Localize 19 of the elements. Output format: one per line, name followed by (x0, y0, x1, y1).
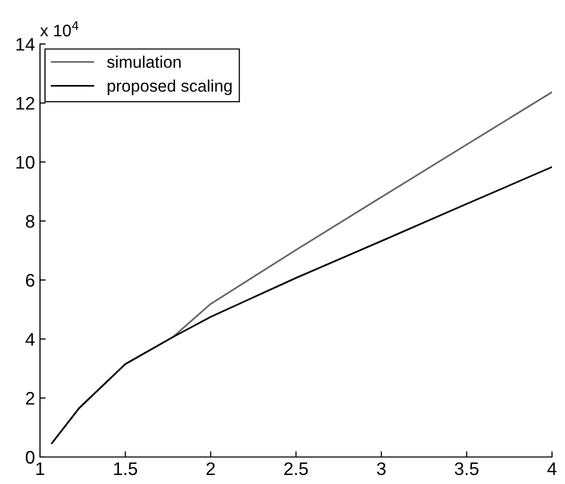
y-tick-label: 2 (26, 392, 34, 405)
y-tick-label: 8 (26, 214, 34, 228)
x-tick-label: 2.5 (284, 462, 308, 476)
y-tick-label: 10 (16, 156, 34, 169)
y-tick-label: 12 (16, 96, 34, 110)
x-tick-label: 1 (36, 462, 44, 475)
y-tick-label: 0 (26, 450, 34, 464)
y-tick-label: 14 (16, 38, 35, 51)
x-tick-label: 3 (377, 462, 386, 476)
y-tick-label: 4 (26, 333, 35, 346)
x-tick-label: 2 (206, 462, 215, 475)
x-tick-label: 1.5 (114, 462, 138, 476)
y-tick-label: 6 (26, 274, 34, 287)
legend-label: proposed scaling (108, 80, 232, 96)
x-tick-label: 3.5 (454, 462, 478, 476)
line-series (51, 166, 552, 444)
x-tick-label: 4 (547, 462, 556, 475)
text: x 10$^{4}$ (40, 21, 78, 36)
legend-label: simulation (107, 56, 181, 68)
